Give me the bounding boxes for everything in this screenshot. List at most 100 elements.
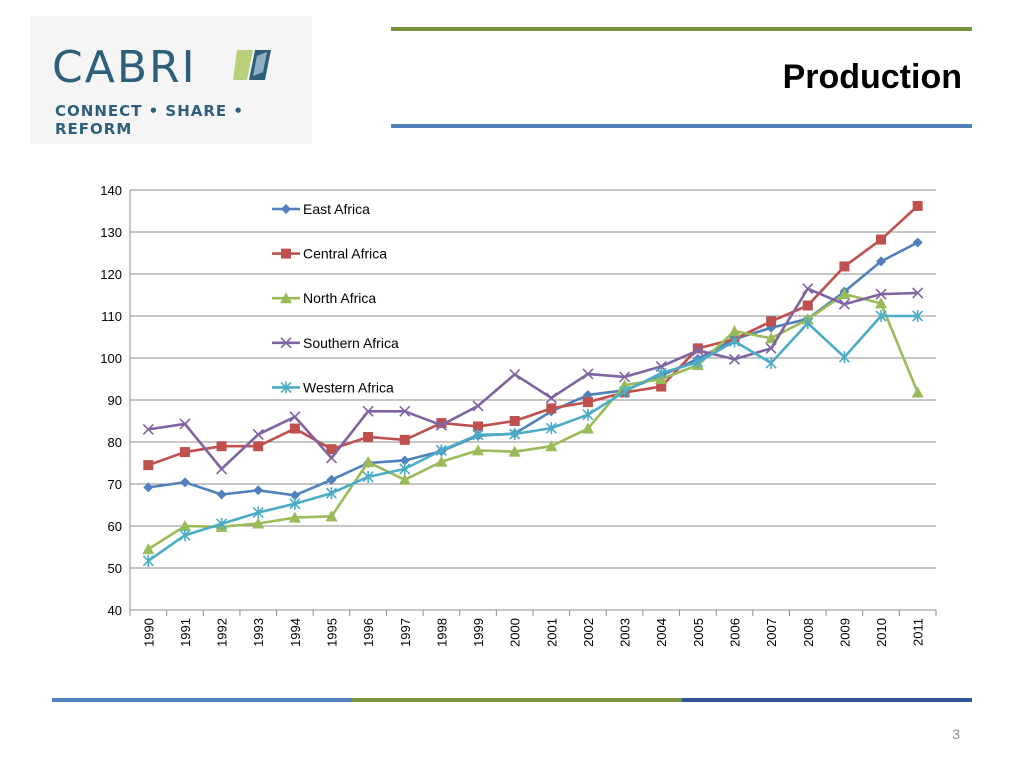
data-point-western-africa: [179, 529, 191, 542]
data-point-north-africa: [435, 455, 448, 467]
header-rule-green: [391, 27, 972, 31]
data-point-north-africa: [728, 325, 741, 337]
x-tick-label: 2008: [801, 618, 816, 647]
x-tick-label: 2005: [691, 618, 706, 647]
legend-label-central-africa: Central Africa: [303, 246, 387, 262]
data-point-east-africa: [912, 237, 923, 248]
x-tick-label: 2002: [581, 618, 596, 647]
series-line-east-africa: [148, 241, 919, 497]
logo-mark-icon: [233, 50, 271, 80]
x-tick-label: 1999: [471, 618, 486, 647]
data-point-central-africa: [289, 423, 300, 434]
data-point-east-africa: [876, 256, 887, 267]
x-tick-label: 1995: [325, 618, 340, 647]
x-tick-label: 1994: [288, 618, 303, 647]
footer-rule-blue: [52, 698, 352, 702]
y-tick-label: 140: [100, 183, 122, 198]
data-point-southern-africa: [289, 411, 301, 423]
data-point-central-africa: [839, 261, 850, 272]
data-point-southern-africa: [399, 405, 411, 417]
data-point-western-africa: [728, 335, 741, 348]
data-point-east-africa: [326, 474, 337, 485]
data-point-western-africa: [362, 470, 374, 483]
legend-label-southern-africa: Southern Africa: [303, 335, 399, 351]
x-tick-label: 2011: [911, 618, 926, 646]
y-tick-label: 110: [101, 309, 122, 324]
data-point-central-africa: [179, 447, 190, 458]
y-tick-label: 40: [108, 603, 122, 618]
data-point-southern-africa: [838, 298, 850, 310]
series-line-western-africa: [147, 314, 918, 562]
series-line-southern-africa: [148, 287, 918, 471]
data-point-east-africa: [179, 477, 190, 488]
y-tick-label: 100: [100, 351, 122, 366]
data-point-southern-africa: [765, 342, 777, 354]
data-point-east-africa: [399, 455, 410, 466]
x-tick-label: 2003: [618, 618, 633, 647]
production-line-chart: 40 50 60 70 80 90 100 110 120 130 140 1990 1991 1992 1…: [100, 183, 937, 647]
data-point-east-africa: [143, 482, 154, 493]
data-point-southern-africa: [252, 428, 264, 441]
x-tick-label: 1998: [434, 618, 449, 647]
x-tick-label: 1991: [178, 618, 193, 647]
data-point-central-africa: [802, 300, 813, 311]
data-point-southern-africa: [802, 283, 814, 295]
data-point-western-africa: [289, 497, 301, 510]
data-point-central-africa: [143, 460, 154, 471]
data-point-north-africa: [142, 543, 155, 555]
y-tick-label: 90: [108, 393, 122, 408]
data-point-east-africa: [253, 485, 264, 496]
data-point-western-africa: [655, 367, 667, 380]
data-point-western-africa: [765, 357, 777, 370]
data-point-east-africa: [289, 490, 300, 501]
data-point-central-africa: [473, 421, 484, 432]
x-tick-label: 2006: [728, 618, 743, 647]
data-point-southern-africa: [362, 405, 374, 417]
legend-marker-east-africa: [281, 204, 291, 214]
data-point-western-africa: [545, 422, 557, 435]
footer-rule-navy: [682, 698, 972, 702]
data-point-central-africa: [363, 431, 374, 442]
x-tick-label: 2010: [874, 618, 889, 647]
data-point-north-africa: [472, 444, 485, 456]
data-point-western-africa: [875, 310, 887, 322]
data-point-western-africa: [142, 554, 154, 567]
page-number: 3: [952, 726, 960, 742]
data-point-western-africa: [252, 506, 264, 519]
data-point-central-africa: [436, 418, 447, 429]
data-point-southern-africa: [728, 353, 741, 365]
data-point-north-africa: [252, 517, 265, 529]
x-tick-label: 1993: [251, 618, 266, 647]
logo-tagline: CONNECT • SHARE • REFORM: [55, 102, 244, 138]
data-point-north-africa: [838, 288, 851, 300]
data-point-central-africa: [216, 441, 227, 452]
data-point-north-africa: [288, 511, 301, 523]
data-point-north-africa: [765, 332, 778, 344]
data-point-north-africa: [581, 422, 594, 434]
data-point-western-africa: [509, 428, 521, 441]
x-tick-label: 2007: [764, 618, 779, 647]
data-point-central-africa: [912, 200, 923, 211]
x-tick-label: 1996: [361, 618, 376, 647]
data-point-western-africa: [692, 356, 704, 369]
data-point-central-africa: [692, 343, 703, 354]
data-point-east-africa: [216, 489, 227, 500]
data-point-central-africa: [582, 397, 593, 408]
legend-marker-central-africa: [281, 248, 291, 259]
data-point-central-africa: [326, 444, 337, 455]
data-point-southern-africa: [509, 368, 521, 380]
data-point-north-africa: [875, 297, 888, 309]
data-point-southern-africa: [545, 392, 557, 404]
y-tick-label: 130: [100, 225, 122, 240]
x-tick-label: 2001: [544, 618, 559, 647]
data-point-southern-africa: [875, 288, 887, 300]
legend-marker-north-africa: [280, 292, 292, 304]
data-point-western-africa: [619, 385, 631, 398]
data-point-western-africa: [435, 444, 447, 457]
data-point-southern-africa: [692, 344, 704, 357]
x-tick-label: 1997: [398, 618, 413, 647]
data-point-central-africa: [656, 381, 667, 392]
series-line-central-africa: [147, 205, 919, 467]
data-point-western-africa: [802, 317, 814, 330]
data-point-western-africa: [582, 408, 594, 421]
